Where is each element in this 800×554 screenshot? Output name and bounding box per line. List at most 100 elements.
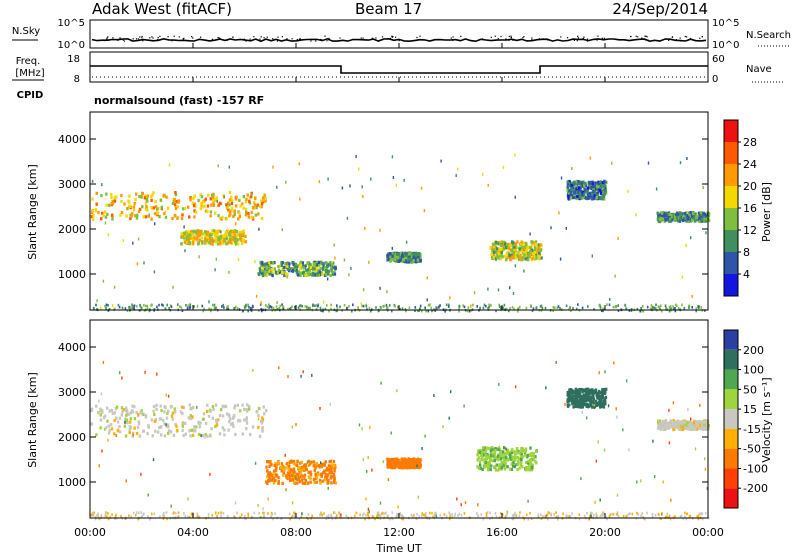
heatmap-cell xyxy=(192,405,195,410)
heatmap-cell xyxy=(198,425,201,429)
heatmap-cell xyxy=(333,469,336,473)
heatmap-cell xyxy=(218,201,222,205)
heatmap-cell xyxy=(413,514,415,517)
heatmap-cell xyxy=(307,470,310,474)
heatmap-cell xyxy=(106,406,109,410)
heatmap-cell xyxy=(702,214,706,218)
heatmap-cell xyxy=(387,478,390,482)
noise-search-point xyxy=(586,38,589,40)
heatmap-cell xyxy=(603,512,605,515)
noise-search-point xyxy=(531,39,533,41)
heatmap-cell xyxy=(491,250,494,254)
heatmap-cell xyxy=(267,473,270,477)
heatmap-cell xyxy=(259,303,262,307)
heatmap-cell xyxy=(674,309,677,313)
heatmap-cell xyxy=(321,513,323,517)
heatmap-cell xyxy=(152,458,155,462)
heatmap-cell xyxy=(161,303,163,307)
heatmap-cell xyxy=(590,514,592,518)
heatmap-cell xyxy=(512,241,515,245)
heatmap-cell xyxy=(229,229,233,233)
heatmap-cell xyxy=(457,514,459,517)
heatmap-cell xyxy=(95,303,97,307)
heatmap-cell xyxy=(516,254,519,258)
heatmap-cell xyxy=(193,215,196,219)
heatmap-cell xyxy=(674,307,676,310)
heatmap-cell xyxy=(127,412,130,416)
heatmap-cell xyxy=(165,423,167,427)
heatmap-cell xyxy=(225,242,228,246)
heatmap-cell xyxy=(417,465,420,469)
heatmap-cell xyxy=(203,232,206,236)
heatmap-cell xyxy=(281,270,284,274)
heatmap-cell xyxy=(597,440,599,444)
heatmap-cell xyxy=(190,428,193,432)
heatmap-cell xyxy=(328,309,330,313)
heatmap-cell xyxy=(661,216,665,220)
heatmap-cell xyxy=(140,306,143,310)
heatmap-cell xyxy=(184,207,187,210)
heatmap-cell xyxy=(505,456,508,460)
heatmap-cell xyxy=(177,511,180,514)
heatmap-cell xyxy=(208,241,211,245)
heatmap-cell xyxy=(238,231,242,235)
heatmap-cell xyxy=(211,229,214,233)
heatmap-cell xyxy=(416,457,420,461)
heatmap-cell xyxy=(625,307,627,311)
heatmap-cell xyxy=(401,460,405,464)
noise-search-point xyxy=(389,37,392,40)
noise-search-point xyxy=(573,39,575,41)
heatmap-cell xyxy=(271,274,274,278)
heatmap-cell xyxy=(235,233,239,237)
heatmap-cell xyxy=(598,371,600,375)
heatmap-cell xyxy=(701,512,704,515)
heatmap-cell xyxy=(221,234,225,238)
heatmap-cell xyxy=(247,309,249,313)
heatmap-cell xyxy=(299,267,302,271)
heatmap-cell xyxy=(591,400,594,404)
heatmap-cell xyxy=(523,517,526,521)
heatmap-cell xyxy=(263,412,266,416)
heatmap-cell xyxy=(194,230,197,234)
heatmap-cell xyxy=(106,515,108,518)
colorbar-segment xyxy=(724,468,738,489)
heatmap-cell xyxy=(391,254,394,258)
heatmap-cell xyxy=(659,425,662,429)
heatmap-cell xyxy=(688,426,692,430)
heatmap-cell xyxy=(499,247,502,252)
heatmap-cell xyxy=(188,241,192,245)
heatmap-cell xyxy=(288,476,291,480)
heatmap-cell xyxy=(448,511,450,515)
heatmap-cell xyxy=(424,515,427,518)
heatmap-cell xyxy=(449,296,451,300)
heatmap-cell xyxy=(268,464,271,469)
heatmap-cell xyxy=(418,458,421,462)
heatmap-cell xyxy=(569,193,572,197)
heatmap-cell xyxy=(273,463,276,467)
heatmap-cell xyxy=(152,191,155,195)
heatmap-cell xyxy=(332,459,336,464)
heatmap-cell xyxy=(99,418,103,422)
heatmap-cell xyxy=(568,307,570,311)
heatmap-cell xyxy=(397,253,400,257)
heatmap-cell xyxy=(368,260,370,264)
heatmap-cell xyxy=(295,463,298,467)
heatmap-cell xyxy=(408,466,411,470)
heatmap-cell xyxy=(483,446,486,450)
heatmap-cell xyxy=(277,476,280,480)
heatmap-cell xyxy=(241,403,244,407)
heatmap-cell xyxy=(321,462,324,466)
heatmap-cell xyxy=(238,211,241,215)
heatmap-cell xyxy=(282,270,285,274)
heatmap-cell xyxy=(216,199,218,203)
heatmap-cell xyxy=(98,399,100,403)
heatmap-cell xyxy=(614,274,616,278)
heatmap-cell xyxy=(100,217,103,221)
heatmap-cell xyxy=(694,419,697,424)
heatmap-cell xyxy=(395,183,397,187)
heatmap-cell xyxy=(200,201,203,205)
heatmap-cell xyxy=(315,263,318,267)
heatmap-cell xyxy=(481,467,484,472)
heatmap-cell xyxy=(289,517,292,521)
heatmap-cell xyxy=(250,210,253,215)
